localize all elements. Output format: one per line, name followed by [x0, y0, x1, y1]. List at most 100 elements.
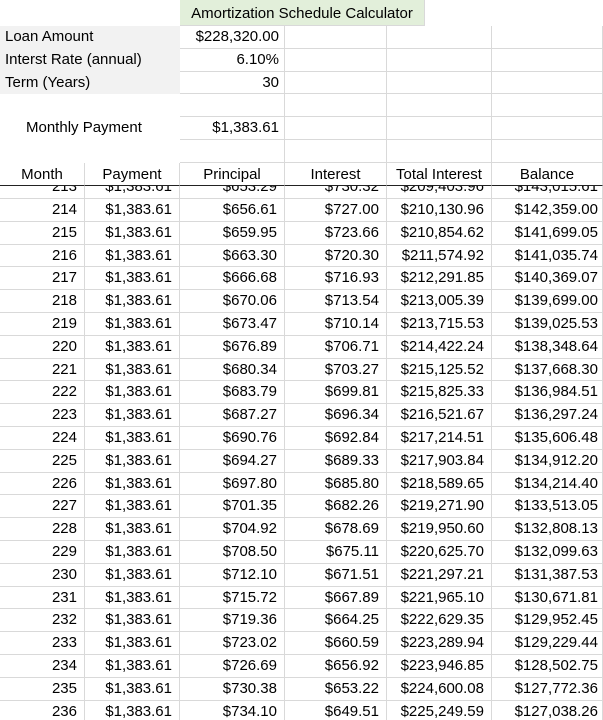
input-value: 6.10% [180, 49, 285, 72]
table-cell: 230 [0, 563, 85, 587]
table-cell: $223,946.85 [387, 655, 492, 678]
table-cell: 221 [0, 358, 85, 382]
table-cell: $730.38 [180, 677, 285, 701]
grid-cell [387, 94, 492, 117]
table-cell: $1,383.61 [85, 199, 180, 222]
input-value: $228,320.00 [180, 26, 285, 49]
table-cell: $1,383.61 [85, 335, 180, 359]
table-cell: 223 [0, 404, 85, 427]
table-cell: $217,903.84 [387, 449, 492, 473]
table-cell: $727.00 [285, 199, 387, 222]
table-cell: $142,359.00 [492, 199, 603, 222]
table-cell: $1,383.61 [85, 495, 180, 519]
table-cell: $1,383.61 [85, 381, 180, 405]
table-cell: $710.14 [285, 313, 387, 336]
table-cell: $1,383.61 [85, 518, 180, 541]
table-cell: $1,383.61 [85, 700, 180, 720]
table-cell: $678.69 [285, 518, 387, 541]
table-cell: $1,383.61 [85, 290, 180, 313]
table-cell: $653.29 [180, 186, 285, 199]
table-cell: $1,383.61 [85, 563, 180, 587]
schedule-body: 213 $1,383.61 $653.29 $730.32 $209,403.96 $14… [0, 186, 603, 720]
table-cell: $143,015.61 [492, 186, 603, 199]
table-cell: 217 [0, 267, 85, 291]
table-cell: $708.50 [180, 541, 285, 564]
column-header: Month [0, 163, 85, 186]
table-cell: $1,383.61 [85, 267, 180, 291]
table-cell: $219,950.60 [387, 518, 492, 541]
table-cell: 234 [0, 655, 85, 678]
table-cell: $1,383.61 [85, 541, 180, 564]
table-cell: $1,383.61 [85, 632, 180, 655]
table-cell: $140,369.07 [492, 267, 603, 291]
table-cell: $221,297.21 [387, 563, 492, 587]
table-cell: $692.84 [285, 427, 387, 450]
input-value: 30 [180, 72, 285, 94]
table-cell: $134,214.40 [492, 472, 603, 496]
grid-cell [492, 94, 603, 117]
table-cell: $210,130.96 [387, 199, 492, 222]
table-cell: $223,289.94 [387, 632, 492, 655]
table-cell: $726.69 [180, 655, 285, 678]
table-cell: $659.95 [180, 221, 285, 245]
table-cell: $675.11 [285, 541, 387, 564]
table-cell: $694.27 [180, 449, 285, 473]
grid-cell [492, 140, 603, 163]
table-cell: $213,005.39 [387, 290, 492, 313]
table-cell: $649.51 [285, 700, 387, 720]
table-cell: $131,387.53 [492, 563, 603, 587]
table-cell: $129,952.45 [492, 609, 603, 633]
grid-cell [492, 26, 603, 49]
table-cell: $1,383.61 [85, 472, 180, 496]
table-cell: $680.34 [180, 358, 285, 382]
table-cell: 213 [0, 186, 85, 199]
table-cell: $704.92 [180, 518, 285, 541]
column-header: Balance [492, 163, 603, 186]
grid-cell [387, 72, 492, 94]
table-cell: 232 [0, 609, 85, 633]
table-cell: $141,699.05 [492, 221, 603, 245]
table-cell: $138,348.64 [492, 335, 603, 359]
table-cell: 231 [0, 586, 85, 610]
table-cell: $667.89 [285, 586, 387, 610]
table-cell: $210,854.62 [387, 221, 492, 245]
table-cell: 227 [0, 495, 85, 519]
table-cell: $212,291.85 [387, 267, 492, 291]
table-cell: $696.34 [285, 404, 387, 427]
table-cell: $132,808.13 [492, 518, 603, 541]
column-header: Interest [285, 163, 387, 186]
table-cell: $663.30 [180, 244, 285, 268]
table-cell: $670.06 [180, 290, 285, 313]
table-cell: 235 [0, 677, 85, 701]
table-cell: 220 [0, 335, 85, 359]
table-cell: 233 [0, 632, 85, 655]
table-cell: $213,715.53 [387, 313, 492, 336]
table-cell: $676.89 [180, 335, 285, 359]
table-cell: $1,383.61 [85, 609, 180, 633]
table-cell: $1,383.61 [85, 313, 180, 336]
grid-cell [285, 72, 387, 94]
table-cell: $706.71 [285, 335, 387, 359]
table-cell: $136,297.24 [492, 404, 603, 427]
table-cell: $656.92 [285, 655, 387, 678]
table-cell: $730.32 [285, 186, 387, 199]
table-cell: $719.36 [180, 609, 285, 633]
payment-value: $1,383.61 [180, 117, 285, 140]
table-cell: $1,383.61 [85, 358, 180, 382]
table-cell: $1,383.61 [85, 404, 180, 427]
table-cell: $139,025.53 [492, 313, 603, 336]
table-cell: $666.68 [180, 267, 285, 291]
table-cell: $218,589.65 [387, 472, 492, 496]
grid-cell [285, 140, 387, 163]
table-cell: $129,229.44 [492, 632, 603, 655]
table-cell: $656.61 [180, 199, 285, 222]
table-cell: $1,383.61 [85, 221, 180, 245]
table-cell: $653.22 [285, 677, 387, 701]
table-cell: $214,422.24 [387, 335, 492, 359]
table-cell: $134,912.20 [492, 449, 603, 473]
grid-cell [180, 94, 285, 117]
table-cell: 226 [0, 472, 85, 496]
table-cell: $224,600.08 [387, 677, 492, 701]
table-cell: $128,502.75 [492, 655, 603, 678]
